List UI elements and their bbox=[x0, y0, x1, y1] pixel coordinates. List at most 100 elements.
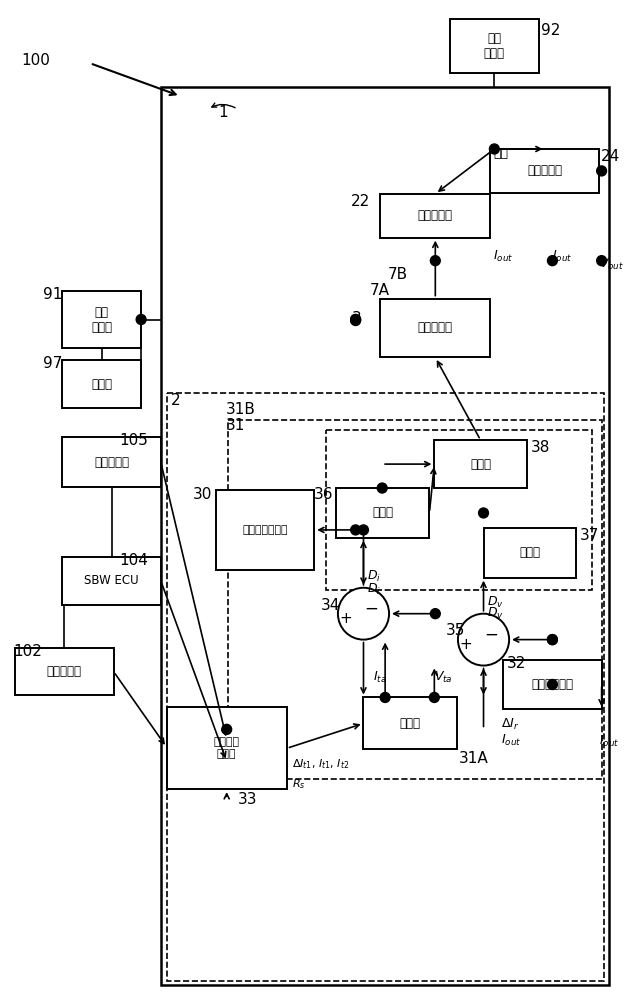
Text: 37: 37 bbox=[580, 528, 599, 543]
Circle shape bbox=[547, 256, 558, 266]
Text: 车速传感器: 车速传感器 bbox=[47, 665, 82, 678]
Bar bbox=[381, 194, 490, 238]
Circle shape bbox=[547, 635, 558, 645]
Bar bbox=[167, 707, 287, 789]
Text: 32: 32 bbox=[507, 656, 527, 671]
Text: 92: 92 bbox=[541, 23, 560, 38]
Bar bbox=[161, 87, 609, 985]
Circle shape bbox=[351, 315, 360, 324]
Text: 运算部: 运算部 bbox=[372, 506, 393, 519]
Text: $\Delta I_r$: $\Delta I_r$ bbox=[501, 717, 520, 732]
Text: 发电机: 发电机 bbox=[91, 378, 112, 391]
Text: 100: 100 bbox=[21, 53, 50, 68]
Text: −: − bbox=[364, 600, 378, 618]
Circle shape bbox=[430, 692, 439, 702]
Bar bbox=[227, 420, 602, 779]
Circle shape bbox=[597, 256, 607, 266]
Text: 电源失灵检测部: 电源失灵检测部 bbox=[243, 525, 288, 535]
Text: 第一
电源部: 第一 电源部 bbox=[91, 306, 112, 334]
Text: $I_{out}$: $I_{out}$ bbox=[501, 733, 522, 748]
Text: 第二
电源部: 第二 电源部 bbox=[484, 32, 505, 60]
Circle shape bbox=[430, 609, 440, 619]
Circle shape bbox=[338, 588, 389, 640]
Bar bbox=[62, 557, 161, 605]
Circle shape bbox=[547, 635, 558, 645]
Text: 电压检测部: 电压检测部 bbox=[527, 164, 562, 177]
Text: 91: 91 bbox=[43, 287, 62, 302]
Text: $D_v$: $D_v$ bbox=[488, 595, 505, 610]
Text: +: + bbox=[459, 637, 472, 652]
Circle shape bbox=[377, 483, 387, 493]
Text: 2: 2 bbox=[171, 393, 180, 408]
Bar bbox=[364, 697, 457, 749]
Circle shape bbox=[136, 315, 146, 324]
Circle shape bbox=[351, 525, 360, 535]
Text: $V_{ta}$: $V_{ta}$ bbox=[434, 670, 453, 685]
Text: $D_i$: $D_i$ bbox=[367, 582, 381, 597]
Text: 22: 22 bbox=[351, 194, 370, 209]
Bar bbox=[326, 430, 592, 590]
Text: 102: 102 bbox=[13, 644, 42, 659]
Circle shape bbox=[222, 724, 232, 734]
Text: 24: 24 bbox=[600, 149, 620, 164]
Bar bbox=[15, 648, 113, 695]
Text: 电压转换部: 电压转换部 bbox=[418, 321, 453, 334]
Text: 36: 36 bbox=[314, 487, 334, 502]
Text: 1: 1 bbox=[218, 105, 227, 120]
Text: 38: 38 bbox=[530, 440, 550, 455]
Text: 处理速度
决定部: 处理速度 决定部 bbox=[214, 738, 240, 759]
Bar bbox=[490, 149, 598, 193]
Text: 34: 34 bbox=[321, 598, 341, 613]
Bar bbox=[167, 393, 604, 981]
Bar bbox=[381, 299, 490, 357]
Bar bbox=[216, 490, 314, 570]
Text: $I_{ta}$: $I_{ta}$ bbox=[374, 670, 387, 685]
Circle shape bbox=[597, 166, 607, 176]
Text: +: + bbox=[340, 611, 352, 626]
Text: $V_{out}$: $V_{out}$ bbox=[598, 257, 624, 272]
Text: $R_s$: $R_s$ bbox=[292, 777, 306, 791]
Bar bbox=[434, 440, 527, 488]
Text: 3: 3 bbox=[352, 311, 362, 326]
Bar bbox=[503, 660, 602, 709]
Text: $I_{out}$: $I_{out}$ bbox=[493, 249, 513, 264]
Text: 33: 33 bbox=[238, 792, 257, 807]
Text: 31: 31 bbox=[226, 418, 245, 433]
Text: 输出: 输出 bbox=[493, 147, 508, 160]
Text: 运算部: 运算部 bbox=[519, 546, 541, 559]
Text: $I_{out}$: $I_{out}$ bbox=[553, 249, 573, 264]
Text: $\Delta I_{t1}$, $I_{t1}$, $I_{t2}$: $\Delta I_{t1}$, $I_{t1}$, $I_{t2}$ bbox=[292, 757, 349, 771]
Bar bbox=[62, 437, 161, 487]
Circle shape bbox=[430, 256, 440, 266]
Circle shape bbox=[547, 680, 558, 689]
Bar bbox=[450, 19, 539, 73]
Circle shape bbox=[479, 508, 488, 518]
Text: $I_{out}$: $I_{out}$ bbox=[598, 734, 619, 749]
Text: 变动率检测部: 变动率检测部 bbox=[532, 678, 573, 691]
Text: 换挡操作部: 换挡操作部 bbox=[94, 456, 129, 469]
Text: $D_v$: $D_v$ bbox=[488, 606, 505, 621]
Circle shape bbox=[351, 315, 360, 324]
Text: SBW ECU: SBW ECU bbox=[84, 574, 139, 587]
Text: 31A: 31A bbox=[459, 751, 489, 766]
Text: 30: 30 bbox=[193, 487, 213, 502]
Text: 31B: 31B bbox=[226, 402, 256, 417]
Circle shape bbox=[490, 144, 499, 154]
Bar bbox=[62, 360, 141, 408]
Text: −: − bbox=[484, 626, 498, 644]
Text: 调解部: 调解部 bbox=[470, 458, 491, 471]
Text: 7A: 7A bbox=[369, 283, 389, 298]
Text: $D_i$: $D_i$ bbox=[367, 569, 381, 584]
Text: 处理器: 处理器 bbox=[399, 717, 421, 730]
Text: 7B: 7B bbox=[388, 267, 408, 282]
Circle shape bbox=[381, 692, 390, 702]
Text: 104: 104 bbox=[120, 553, 148, 568]
Bar bbox=[62, 291, 141, 348]
Circle shape bbox=[358, 525, 369, 535]
Text: 97: 97 bbox=[43, 356, 62, 371]
Circle shape bbox=[458, 614, 509, 666]
Text: 电流检测部: 电流检测部 bbox=[418, 209, 453, 222]
Bar bbox=[484, 528, 576, 578]
Bar bbox=[336, 488, 430, 538]
Text: 35: 35 bbox=[446, 623, 466, 638]
